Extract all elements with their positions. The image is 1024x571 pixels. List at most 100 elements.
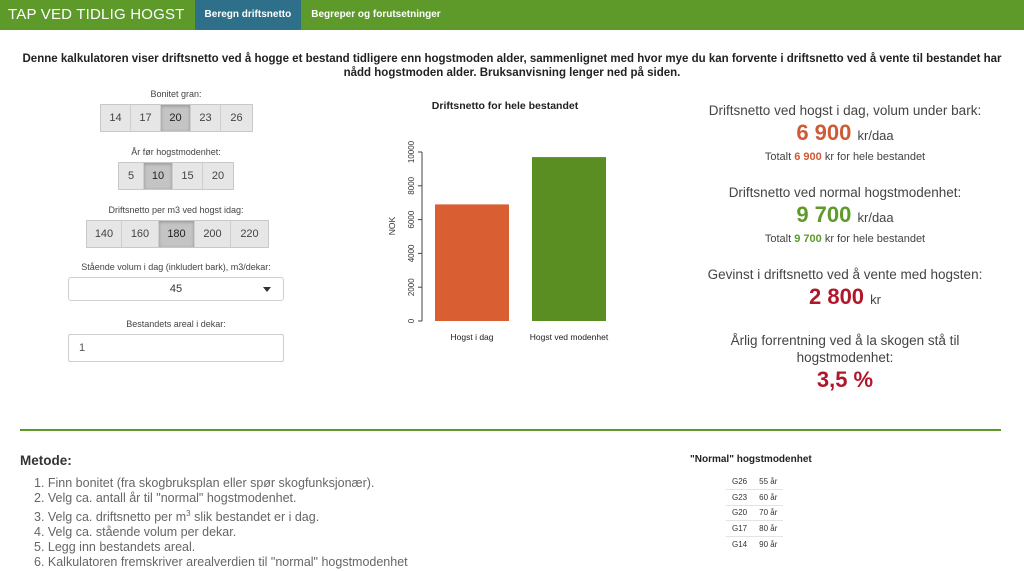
aar-option-15[interactable]: 15 [173,163,203,189]
metode-step-5: 5. Legg inn bestandets areal. [34,540,196,555]
intro-text: Denne kalkulatoren viser driftsnetto ved… [22,53,1002,79]
areal-label: Bestandets areal i dekar: [126,319,226,329]
areal-input[interactable] [68,334,284,362]
table-row: G17 80 år [726,520,784,536]
metode-step-3-sup: 3 [186,509,191,518]
result-1-unit: kr/daa [857,128,894,143]
result-gevinst: Gevinst i driftsnetto ved å vente med ho… [690,266,1000,314]
tab-begreper[interactable]: Begreper og forutsetninger [311,9,441,20]
app-title[interactable]: TAP VED TIDLIG HOGST [8,6,185,23]
chart-ylabel: NOK [387,216,397,235]
table-row: G14 90 år [726,535,784,552]
result-1-total-pre: Totalt [764,151,792,163]
driftsnetto-m3-label: Driftsnetto per m3 ved hogst idag: [108,205,244,215]
result-4-title-line1: Årlig forrentning ved å la skogen stå ti… [730,333,960,348]
bonitet-option-23[interactable]: 23 [191,105,221,131]
driftsnetto-option-140[interactable]: 140 [87,221,122,247]
metode-step-2: 2. Velg ca. antall år til "normal" hogst… [34,491,297,505]
driftsnetto-option-180[interactable]: 180 [159,221,195,247]
result-driftsnetto-modenhet: Driftsnetto ved normal hogstmodenhet: 9 … [690,184,1000,246]
result-2-title: Driftsnetto ved normal hogstmodenhet: [728,185,962,200]
maturity-table-title: "Normal" hogstmodenhet [690,454,812,465]
metode-steps: 1. Finn bonitet (fra skogbruksplan eller… [34,476,408,570]
result-2-total-post: kr for hele bestandet [824,233,926,245]
table-cell-bonitet: G23 [726,489,754,505]
volum-label: Stående volum i dag (inkludert bark), m3… [81,262,271,272]
result-1-title: Driftsnetto ved hogst i dag, volum under… [708,103,982,118]
tab-beregn-driftsnetto[interactable]: Beregn driftsnetto [194,0,302,30]
volum-select-value: 45 [169,283,183,295]
y-tick-label: 2000 [407,278,416,296]
result-1-total: Totalt 6 900 kr for hele bestandet [690,150,1000,164]
bonitet-label: Bonitet gran: [150,89,202,99]
result-1-total-value: 6 900 [794,151,822,163]
table-row: G26 55 år [726,474,783,490]
metode-step-3-text: 3. Velg ca. driftsnetto per m [34,510,187,525]
result-4-title-line2: hogstmodenhet: [796,350,894,365]
table-cell-alder: 70 år [753,504,784,521]
result-2-total-value: 9 700 [794,233,822,245]
metode-step-4: 4. Velg ca. stående volum per dekar. [34,525,237,540]
y-tick-label: 6000 [407,210,416,228]
aar-option-20[interactable]: 20 [203,163,233,189]
metode-step-6: 6. Kalkulatoren fremskriver arealverdien… [34,555,408,570]
table-cell-alder: 90 år [753,535,784,552]
driftsnetto-m3-button-group: 140 160 180 200 220 [86,220,269,248]
result-2-total-pre: Totalt [764,233,792,245]
metode-step-3-tail: slik bestandet er i dag. [190,510,320,525]
y-tick-label: 0 [407,318,416,323]
aar-label: År før hogstmodenhet: [131,147,221,157]
y-tick-label: 10000 [407,140,416,163]
aar-option-10[interactable]: 10 [144,163,173,189]
aar-option-5[interactable]: 5 [119,163,144,189]
table-cell-bonitet: G14 [726,535,754,552]
table-cell-alder: 55 år [759,477,778,486]
chart-title: Driftsnetto for hele bestandet [432,100,579,112]
driftsnetto-option-160[interactable]: 160 [122,221,159,247]
result-3-unit: kr [870,292,882,307]
y-tick-label: 8000 [407,176,416,194]
result-2-total: Totalt 9 700 kr for hele bestandet [690,232,1000,246]
result-2-value-line: 9 700 kr/daa [690,201,1000,232]
result-2-unit: kr/daa [857,210,894,225]
driftsnetto-option-200[interactable]: 200 [195,221,231,247]
bar-hogst-i-dag [435,204,509,321]
driftsnetto-option-220[interactable]: 220 [231,221,268,247]
table-row: G20 70 år [726,504,784,521]
table-cell-bonitet: G20 [726,504,754,521]
bar-hogst-ved-modenhet [532,157,606,321]
bonitet-option-14[interactable]: 14 [101,105,131,131]
bonitet-option-20[interactable]: 20 [161,105,191,131]
bonitet-option-17[interactable]: 17 [131,105,161,131]
x-tick-label: Hogst i dag [451,332,494,342]
result-forrentning: Årlig forrentning ved å la skogen stå ti… [690,332,1000,394]
result-driftsnetto-idag: Driftsnetto ved hogst i dag, volum under… [690,102,1000,164]
maturity-table: G26 55 år G23 60 år G20 70 år G17 80 år G14 9… [726,474,784,552]
navbar: TAP VED TIDLIG HOGST Beregn driftsnetto … [0,0,1024,30]
result-1-value-line: 6 900 kr/daa [690,119,1000,150]
result-1-value: 6 900 [796,120,852,145]
aar-button-group: 5 10 15 20 [118,162,234,190]
result-2-value: 9 700 [796,202,852,227]
chevron-down-icon [263,287,271,292]
section-divider [20,429,1001,431]
x-tick-label: Hogst ved modenhet [530,332,609,342]
result-1-total-post: kr for hele bestandet [824,151,926,163]
bonitet-button-group: 14 17 20 23 26 [100,104,253,132]
bonitet-option-26[interactable]: 26 [221,105,252,131]
result-3-value-line: 2 800 kr [690,283,1000,314]
bar-chart: Driftsnetto for hele bestandet NOK 0 2000… [370,96,640,356]
table-row: G23 60 år [726,489,784,505]
table-cell-alder: 60 år [753,489,784,505]
table-cell-bonitet: G17 [726,520,754,536]
metode-heading: Metode: [20,453,72,468]
table-cell-alder: 80 år [753,520,784,536]
result-3-value: 2 800 [808,284,865,309]
volum-select[interactable]: 45 [68,277,284,301]
chart-svg: Driftsnetto for hele bestandet NOK 0 2000… [387,100,609,342]
table-cell-bonitet: G26 [732,477,748,486]
y-tick-label: 4000 [407,244,416,262]
result-4-value: 3,5 % [816,367,874,392]
metode-step-3: 3. Velg ca. driftsnetto per m3 slik best… [34,506,408,525]
result-3-title: Gevinst i driftsnetto ved å vente med ho… [707,267,983,282]
